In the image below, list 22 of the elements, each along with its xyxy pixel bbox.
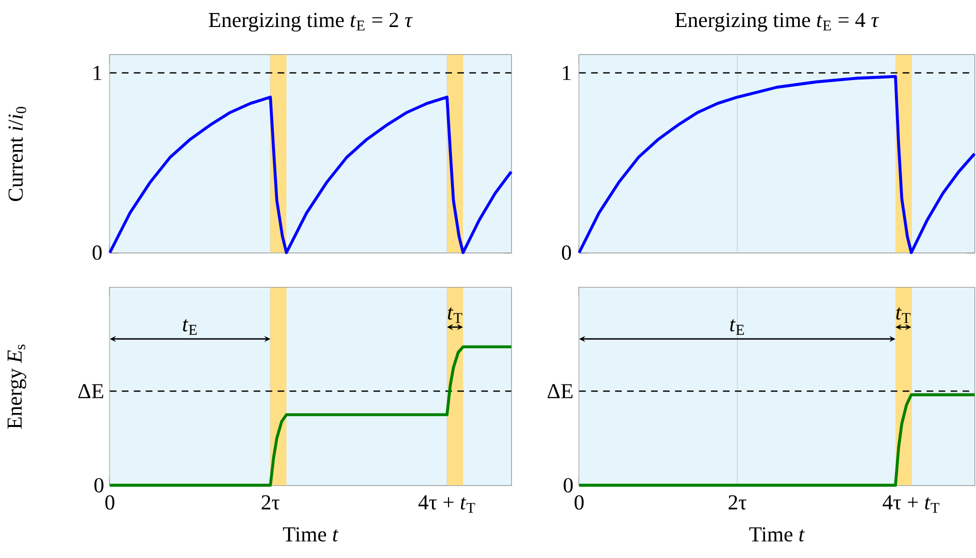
line-series [108,96,513,254]
y-axis-title: Current i/i$_{0}$ [8,106,26,201]
x-tick-label: 0 [574,495,584,510]
line-series [578,74,976,254]
x-axis-title: Time t [282,527,338,542]
y-tick-label: 1 [563,66,570,80]
ref-line-label: ΔE [78,384,104,398]
x-tick-label: 2τ [262,495,280,510]
x-tick-label: 2τ [728,495,746,510]
text: t$_{E}$ [730,319,744,335]
x-tick-label: 0 [105,495,114,510]
chart-title: Energizing time t$_{E}$ = 2 τ [208,12,413,32]
x-tick-label: 4τ + t$_{T}$ [882,495,940,513]
y-tick-label: 1 [94,66,102,80]
x-tick-label: 4τ + t$_{T}$ [418,495,476,513]
text: t$_{E}$ [182,319,197,335]
x-axis-title: Time t [749,527,805,542]
y-axis-title: Energy E$_{s}$ [8,344,26,429]
chart-title: Energizing time t$_{E}$ = 4 τ [675,12,880,32]
text: t$_{T}$ [448,307,462,323]
text: t$_{T}$ [896,307,911,323]
ref-line-label: ΔE [548,384,572,398]
